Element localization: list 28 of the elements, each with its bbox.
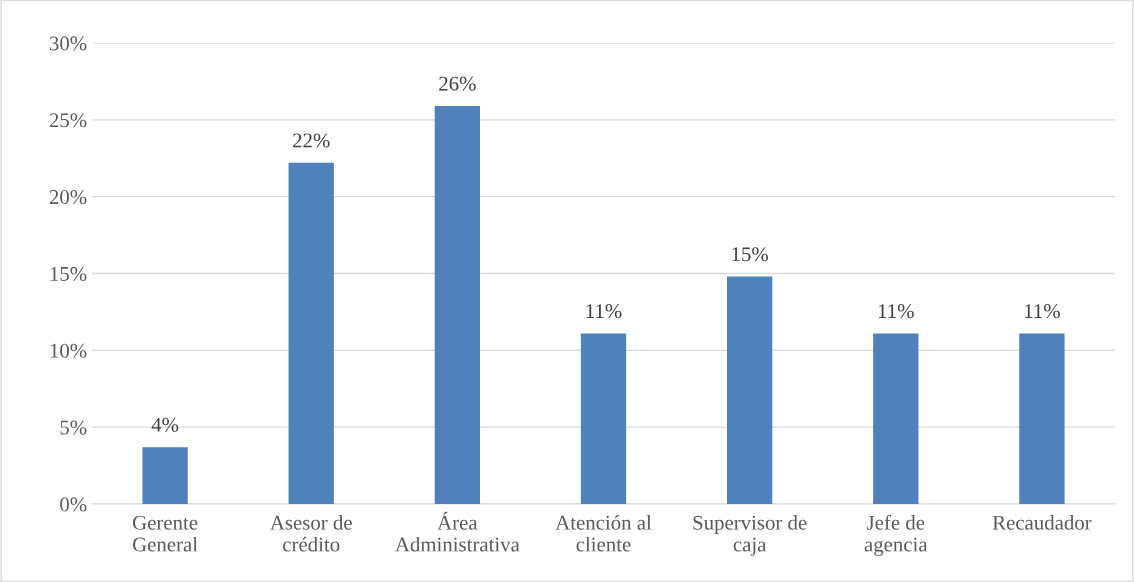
y-tick-label: 30% (49, 36, 87, 51)
bar (434, 106, 481, 504)
data-label: 11% (586, 304, 622, 319)
bar (288, 162, 334, 504)
bar (873, 333, 919, 504)
data-label: 4% (151, 417, 179, 432)
x-tick-label: Recaudador (992, 515, 1092, 530)
x-tick-label: Jefe de agencia (864, 514, 928, 556)
data-label: 11% (878, 304, 914, 319)
y-tick-label: 15% (50, 266, 87, 281)
bar (580, 333, 627, 504)
y-tick-label: 20% (49, 190, 87, 205)
y-tick-label: 10% (50, 343, 87, 358)
bar (726, 276, 773, 504)
data-label: 15% (732, 247, 769, 262)
y-tick-label: 25% (49, 113, 87, 128)
x-tick-label: Atención al cliente (555, 515, 652, 552)
x-tick-label: Asesor de crédito (270, 515, 352, 552)
x-tick-label: Gerente General (132, 515, 198, 552)
y-tick-label: 5% (60, 420, 87, 435)
bar (142, 447, 188, 504)
y-tick-label: 0% (60, 497, 87, 512)
x-tick-label: Supervisor de caja (693, 515, 807, 556)
bar (1019, 333, 1065, 504)
data-label: 22% (293, 133, 330, 148)
data-label: 26% (439, 76, 476, 91)
x-tick-label: Área Administrativa (395, 511, 520, 552)
data-label: 11% (1025, 304, 1060, 319)
